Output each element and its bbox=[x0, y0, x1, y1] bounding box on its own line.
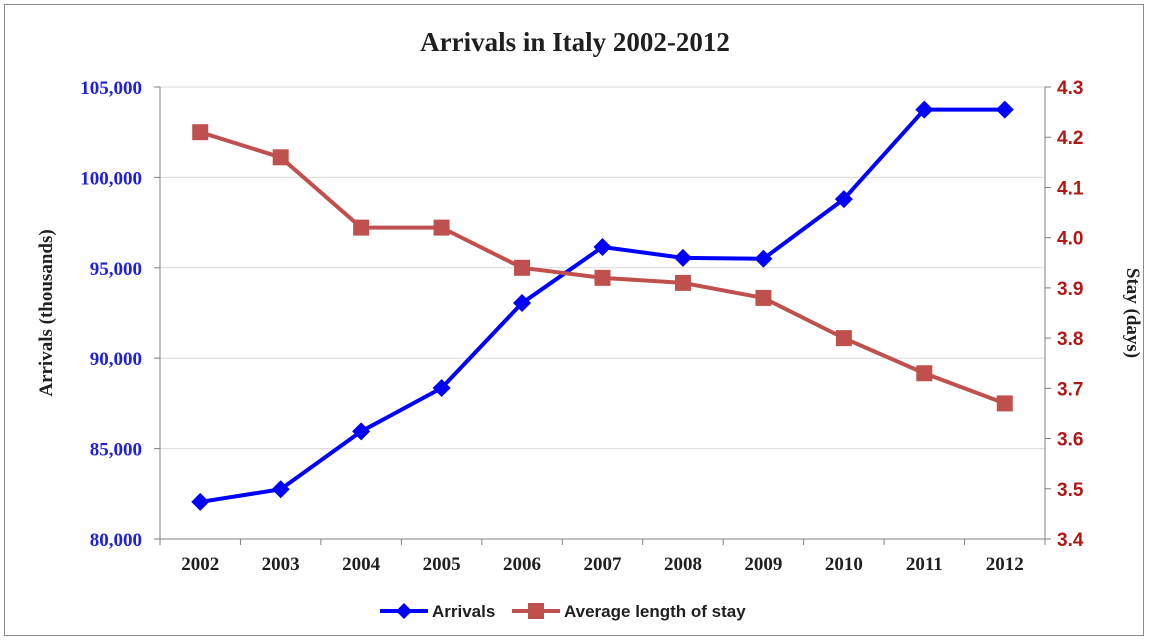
legend-marker bbox=[528, 603, 544, 619]
y-right-tick-label: 4.3 bbox=[1057, 78, 1083, 99]
series-line bbox=[199, 107, 1005, 504]
data-point bbox=[916, 365, 933, 382]
x-tick-label: 2003 bbox=[262, 554, 300, 575]
y-left-tick-label: 100,000 bbox=[80, 168, 142, 189]
x-tick-label: 2007 bbox=[584, 554, 623, 575]
y-axis-left-label: Arrivals (thousands) bbox=[36, 229, 57, 396]
y-right-tick-label: 4.1 bbox=[1057, 178, 1084, 199]
y-right-tick-label: 3.7 bbox=[1057, 379, 1083, 400]
chart-title: Arrivals in Italy 2002-2012 bbox=[420, 27, 730, 57]
data-point bbox=[191, 492, 210, 511]
data-point bbox=[353, 219, 370, 236]
y-left-tick-label: 90,000 bbox=[90, 349, 142, 370]
series-average-length-of-stay bbox=[192, 124, 1013, 412]
data-point bbox=[433, 219, 450, 236]
y-right-tick-label: 3.6 bbox=[1057, 430, 1083, 451]
data-point bbox=[996, 395, 1013, 412]
y-right-tick-label: 3.4 bbox=[1057, 530, 1084, 551]
data-point bbox=[352, 422, 371, 441]
data-point bbox=[754, 249, 773, 268]
data-point bbox=[834, 190, 853, 209]
data-point bbox=[192, 124, 209, 141]
x-tick-label: 2005 bbox=[423, 554, 461, 575]
legend-label: Arrivals bbox=[432, 602, 495, 621]
y-right-tick-label: 3.5 bbox=[1057, 480, 1084, 501]
data-point bbox=[915, 100, 934, 119]
legend-item[interactable]: Arrivals bbox=[380, 602, 495, 621]
y-right-tick-label: 4.0 bbox=[1057, 229, 1083, 250]
x-tick-label: 2010 bbox=[825, 554, 863, 575]
series bbox=[191, 100, 1014, 511]
y-right-tick-label: 3.8 bbox=[1057, 329, 1083, 350]
tick-labels: 80,000 85,000 90,000 95,000 100,000 105,000 3.… bbox=[80, 78, 1084, 575]
data-point bbox=[432, 379, 451, 398]
series-arrivals bbox=[191, 100, 1014, 511]
data-point bbox=[271, 480, 290, 499]
data-point bbox=[514, 259, 531, 276]
y-right-tick-label: 4.2 bbox=[1057, 128, 1083, 149]
data-point bbox=[755, 289, 772, 306]
y-axis-right-label: Stay (days) bbox=[1122, 268, 1143, 358]
y-left-tick-label: 80,000 bbox=[90, 530, 142, 551]
gridlines bbox=[160, 86, 1045, 450]
x-tick-label: 2011 bbox=[906, 554, 943, 575]
legend-item[interactable]: Average length of stay bbox=[512, 602, 746, 621]
data-point bbox=[272, 149, 289, 166]
x-tick-label: 2004 bbox=[342, 554, 381, 575]
data-point bbox=[513, 294, 532, 313]
data-point bbox=[995, 100, 1014, 119]
x-tick-label: 2002 bbox=[181, 554, 219, 575]
data-point bbox=[594, 269, 611, 286]
data-point bbox=[835, 330, 852, 347]
x-tick-label: 2009 bbox=[744, 554, 782, 575]
y-right-tick-label: 3.9 bbox=[1057, 279, 1083, 300]
x-tick-label: 2008 bbox=[664, 554, 702, 575]
data-point bbox=[674, 274, 691, 291]
legend[interactable]: Arrivals Average length of stay bbox=[380, 602, 746, 621]
y-left-tick-label: 95,000 bbox=[90, 259, 142, 280]
data-point bbox=[673, 248, 692, 267]
x-tick-label: 2006 bbox=[503, 554, 541, 575]
axes bbox=[154, 86, 1051, 545]
x-tick-label: 2012 bbox=[986, 554, 1024, 575]
data-point bbox=[593, 238, 612, 257]
legend-marker bbox=[396, 603, 412, 619]
y-left-tick-label: 85,000 bbox=[90, 440, 142, 461]
y-left-tick-label: 105,000 bbox=[80, 78, 142, 99]
legend-label: Average length of stay bbox=[564, 602, 746, 621]
